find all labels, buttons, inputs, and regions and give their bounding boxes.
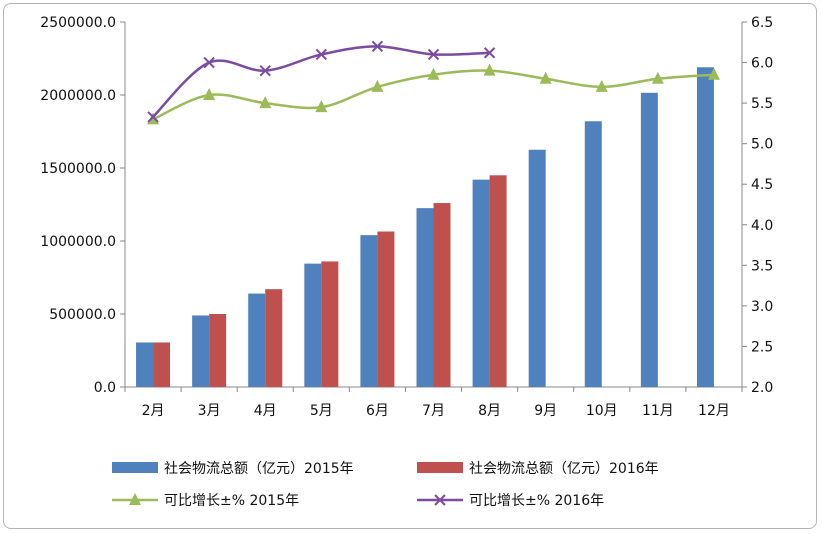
legend-marker (129, 493, 141, 505)
x-marker-stroke (203, 56, 215, 69)
bar-2016 (265, 289, 283, 387)
right-tick-label: 3.0 (751, 299, 773, 315)
point-2015 (427, 67, 440, 80)
bar-2016 (209, 314, 227, 387)
bar-2015 (248, 293, 266, 387)
bar-series-group (136, 67, 714, 387)
right-tick-label: 4.5 (751, 177, 773, 193)
right-tick-label: 2.5 (751, 339, 773, 355)
legend-swatch (417, 462, 463, 473)
bar-2015 (192, 315, 210, 387)
bar-2016 (433, 203, 451, 387)
point-2016 (203, 56, 215, 69)
x-marker-stroke (147, 111, 159, 123)
bar-2015 (528, 149, 546, 387)
point-2015 (595, 79, 608, 92)
legend-swatch (112, 462, 158, 473)
legend-label: 社会物流总额（亿元）2016年 (469, 461, 659, 477)
x-tick-label: 7月 (422, 403, 445, 419)
x-tick-label: 10月 (586, 403, 618, 419)
point-2015 (147, 112, 160, 125)
point-2016 (147, 111, 159, 123)
x-tick-label: 6月 (366, 403, 389, 419)
point-2015 (707, 67, 720, 80)
right-tick-label: 5.5 (751, 96, 773, 112)
point-2015 (259, 96, 272, 109)
chart-axes: 0.0 500000.0 1000000.0 1500000.0 2000000.0 25… (40, 15, 773, 419)
point-2015 (483, 63, 496, 76)
left-tick-label: 2500000.0 (40, 15, 116, 31)
bar-2015 (584, 121, 602, 387)
bar-2016 (321, 261, 339, 387)
x-tick-label: 3月 (198, 403, 221, 419)
x-tick-label: 4月 (254, 403, 277, 419)
x-marker-stroke (371, 40, 384, 53)
point-2015 (371, 79, 384, 92)
left-tick-label: 1500000.0 (40, 161, 116, 177)
x-marker-stroke (315, 48, 328, 61)
right-tick-label: 2.0 (751, 380, 773, 396)
left-tick-label: 500000.0 (49, 307, 116, 323)
left-tick-label: 1000000.0 (40, 234, 116, 250)
left-tick-label: 0.0 (94, 380, 116, 396)
x-tick-label: 2月 (142, 403, 165, 419)
point-2016 (259, 64, 271, 77)
bar-2015 (304, 263, 322, 387)
x-marker-stroke (427, 48, 440, 61)
right-tick-label: 3.5 (751, 258, 773, 274)
x-tick-label: 9月 (534, 403, 557, 419)
point-2016 (315, 48, 328, 61)
point-2016 (371, 40, 384, 53)
bar-2016 (153, 342, 171, 387)
left-tick-label: 2000000.0 (40, 88, 116, 104)
right-tick-label: 4.0 (751, 218, 773, 234)
legend-marker (434, 494, 446, 506)
line-series-group (147, 40, 720, 125)
bar-2015 (136, 342, 154, 387)
x-tick-label: 5月 (310, 403, 333, 419)
bar-2015 (360, 235, 378, 387)
point-2015 (539, 71, 552, 84)
point-2016 (427, 48, 440, 61)
legend-label: 可比增长±% 2015年 (164, 493, 299, 509)
legend-label: 社会物流总额（亿元）2015年 (164, 461, 354, 477)
bar-2015 (696, 67, 714, 387)
point-2015 (203, 88, 216, 100)
point-2016 (483, 47, 496, 59)
bar-2015 (472, 179, 490, 387)
bar-2015 (416, 208, 434, 387)
legend-label: 可比增长±% 2016年 (469, 493, 604, 509)
x-marker-stroke (259, 64, 271, 77)
chart-frame (3, 3, 817, 529)
x-marker-stroke (483, 47, 496, 59)
bar-2016 (489, 175, 507, 387)
point-2015 (651, 71, 664, 84)
x-tick-label: 12月 (698, 403, 730, 419)
bar-2016 (377, 231, 395, 387)
bar-2015 (640, 92, 658, 387)
point-2015 (315, 100, 328, 113)
x-tick-label: 11月 (642, 403, 674, 419)
right-tick-label: 6.5 (751, 15, 773, 31)
x-tick-label: 8月 (478, 403, 501, 419)
right-tick-label: 6.0 (751, 56, 773, 72)
right-tick-label: 5.0 (751, 137, 773, 153)
